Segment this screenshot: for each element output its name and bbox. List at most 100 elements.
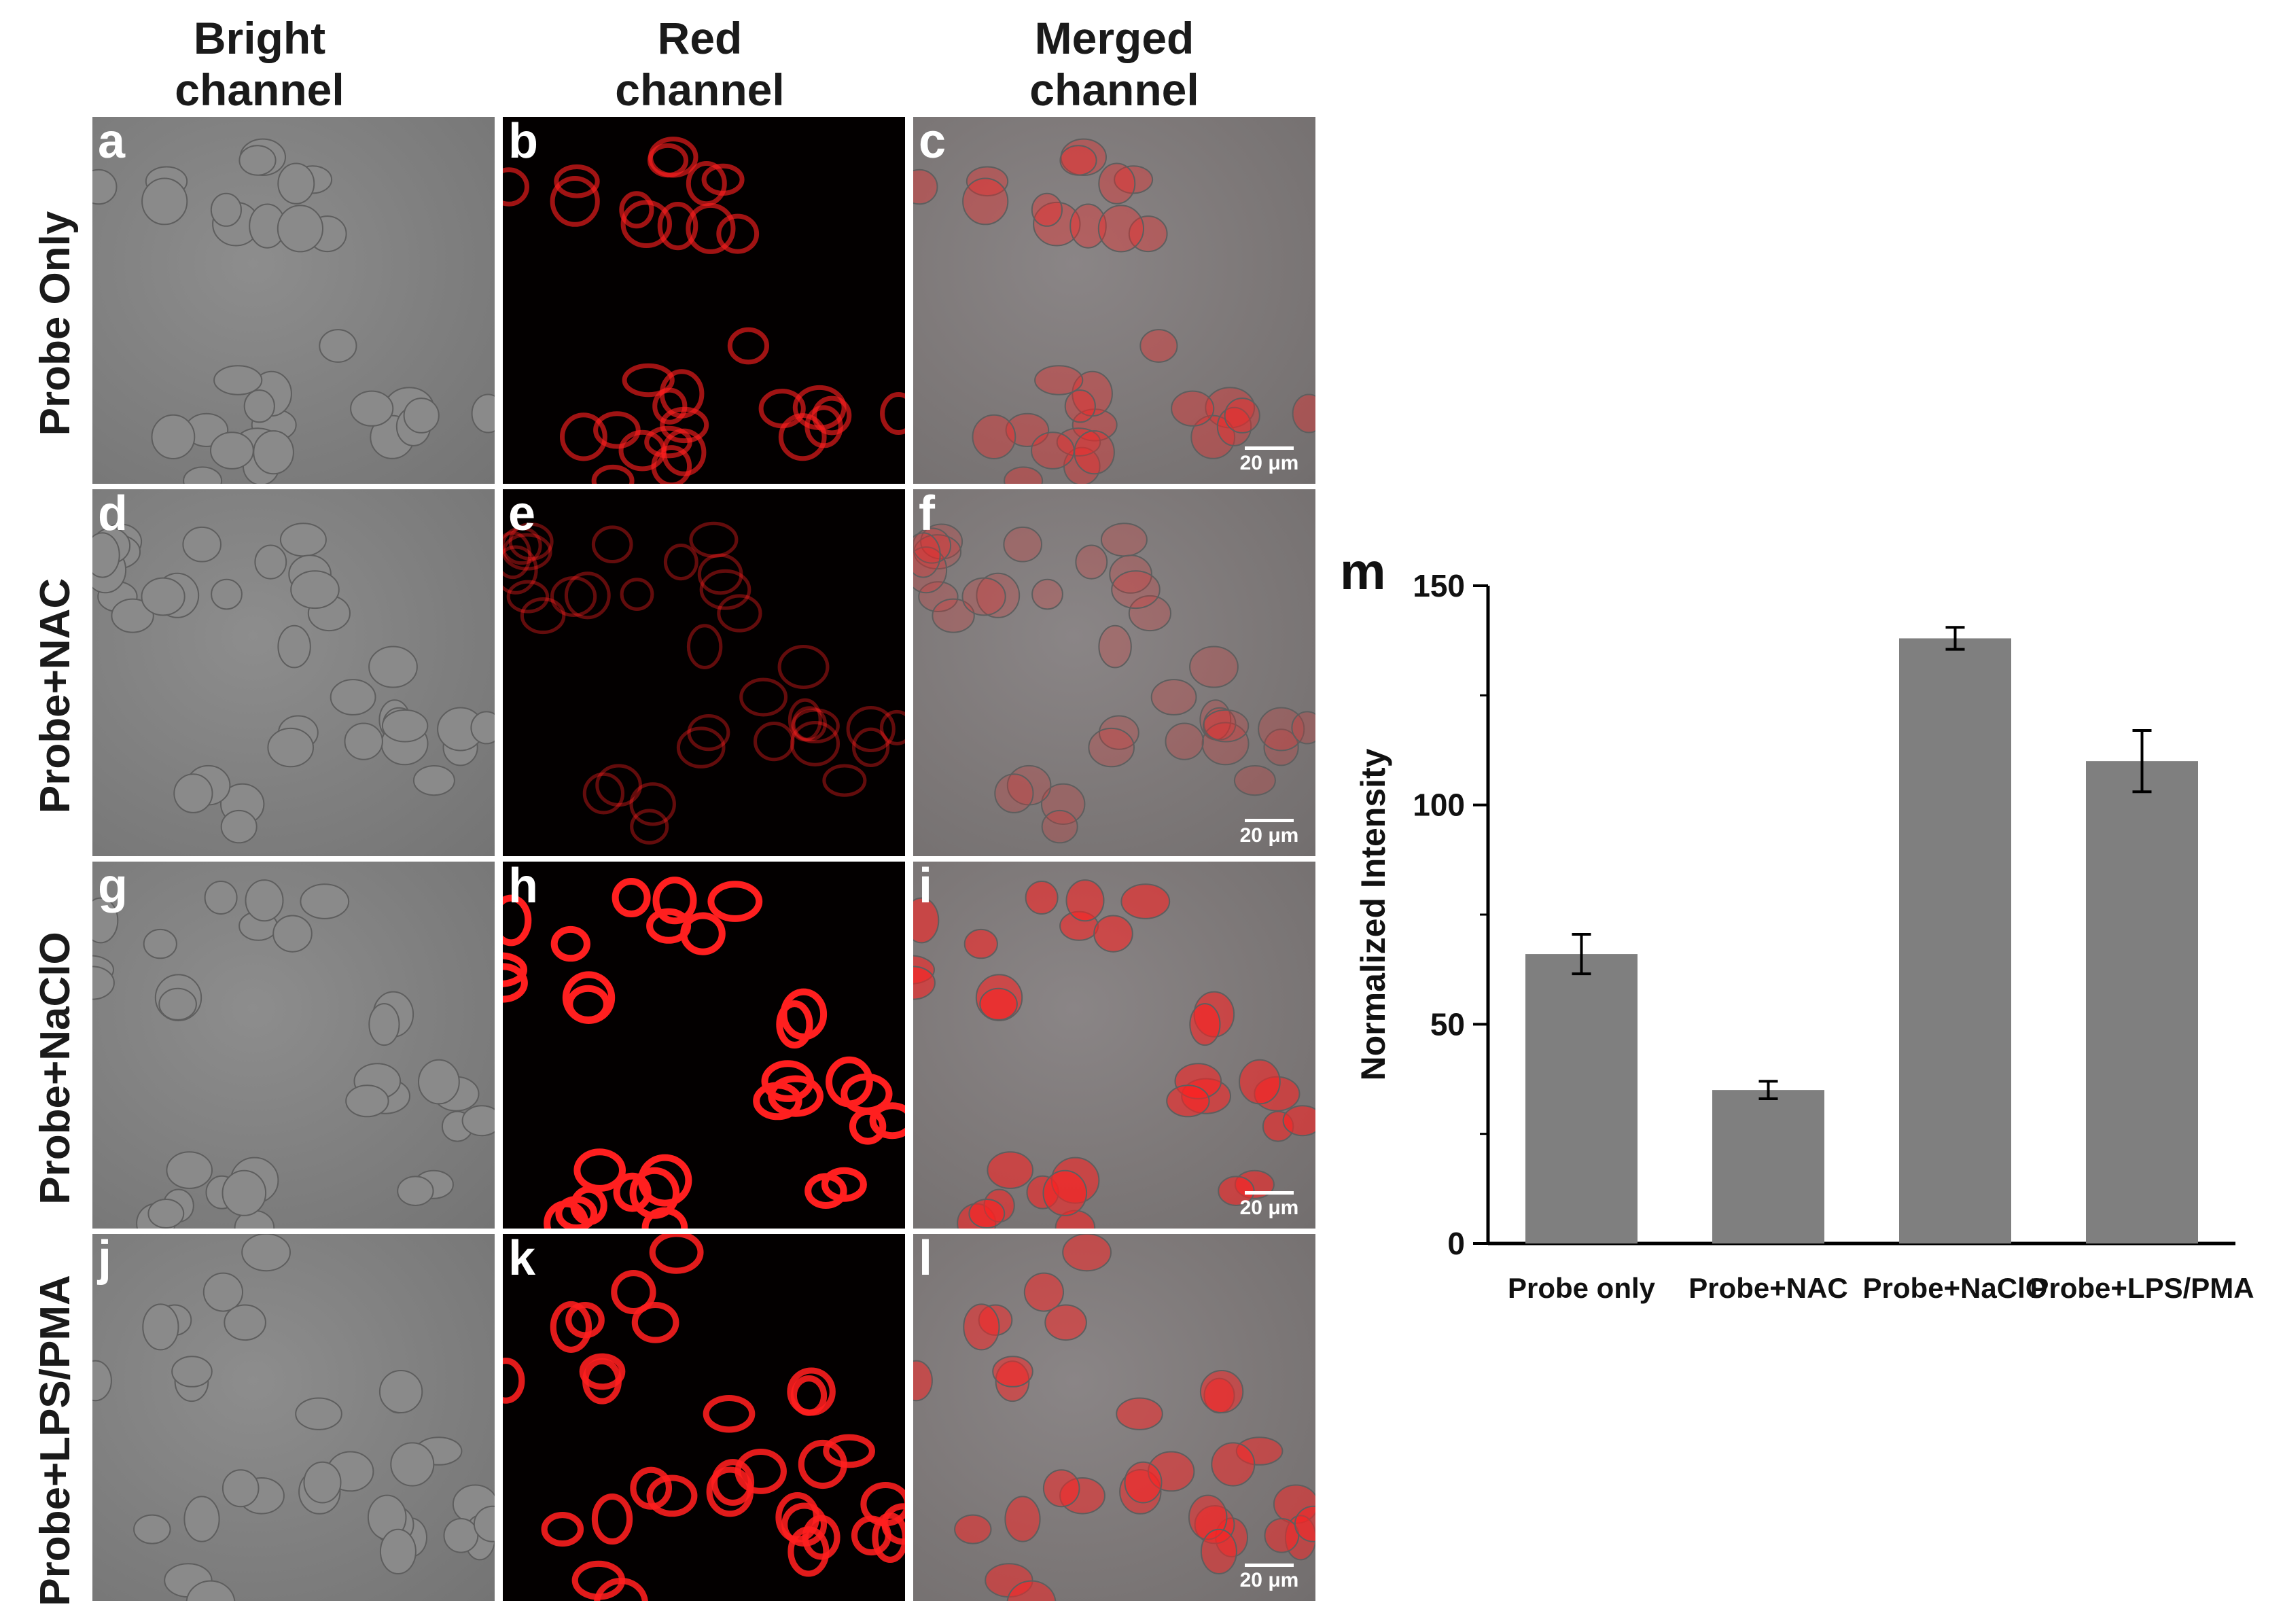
cell (381, 709, 429, 743)
cell (1004, 466, 1044, 484)
cell (620, 578, 654, 611)
cell (676, 726, 726, 769)
cell (618, 429, 667, 472)
cell (92, 897, 119, 944)
cell (182, 526, 222, 563)
cell (1189, 1003, 1221, 1046)
cell (1056, 427, 1101, 457)
cell-image (92, 879, 495, 1229)
cell (92, 532, 120, 578)
cell (962, 177, 1009, 226)
cell (711, 1459, 755, 1506)
cell (1031, 431, 1075, 470)
cell (913, 546, 948, 594)
cell (1202, 709, 1250, 743)
cell (1109, 554, 1152, 594)
cell (503, 894, 532, 947)
cell (1100, 523, 1148, 557)
cell (1059, 145, 1097, 176)
cell (972, 414, 1016, 459)
cell (390, 1442, 435, 1487)
cell (761, 1060, 815, 1102)
cell (92, 1360, 112, 1402)
cell (111, 598, 154, 633)
cell (881, 1503, 905, 1545)
y-tick-label: 0 (1447, 1226, 1465, 1261)
micrograph-red-probe-nac: e (503, 489, 905, 856)
cell (471, 393, 495, 434)
cell (1291, 711, 1315, 745)
cell (555, 1196, 598, 1229)
cell (913, 532, 941, 578)
cell-image (503, 137, 905, 484)
cell (503, 545, 538, 595)
cell (1201, 722, 1250, 766)
cell (520, 597, 566, 635)
cell (976, 572, 1021, 618)
cell (954, 1514, 992, 1544)
cell (202, 1272, 243, 1312)
cell (913, 169, 938, 205)
cell (968, 1199, 1006, 1229)
cell (224, 1304, 266, 1341)
cell (707, 881, 763, 922)
cell (1088, 727, 1135, 768)
column-header-bright: Bright channel (56, 12, 463, 116)
cell (503, 952, 527, 987)
x-tick-label: Probe+NAC (1688, 1272, 1848, 1304)
scale-bar: 20 μm (1235, 1564, 1303, 1591)
cell-image (913, 523, 1315, 844)
cell (1166, 1084, 1210, 1118)
cell (961, 577, 1006, 616)
cell (594, 1578, 648, 1601)
panel-letter-c: c (919, 117, 946, 169)
column-header-red: Red channel (496, 12, 904, 116)
cell (272, 915, 313, 953)
panel-letter-d: d (98, 489, 128, 541)
column-header-line2: channel (1029, 65, 1199, 115)
cell (300, 883, 350, 919)
cell (591, 525, 633, 564)
cell (798, 1439, 847, 1489)
cell (345, 1084, 389, 1118)
cell (1044, 1304, 1087, 1341)
cell (775, 1492, 820, 1542)
cell (183, 466, 223, 484)
cell (932, 598, 975, 633)
cell (652, 387, 688, 425)
cell (368, 1003, 400, 1046)
cell (849, 1108, 887, 1145)
cell (267, 727, 315, 768)
cell-image (503, 877, 905, 1229)
cell (560, 412, 607, 461)
cell (550, 925, 590, 962)
panel-letter-e: e (508, 489, 536, 541)
scale-bar-label: 20 μm (1239, 452, 1299, 474)
cell-image (913, 1234, 1315, 1601)
panel-letter-b: b (508, 117, 538, 169)
cell (697, 553, 743, 595)
cell (1294, 1505, 1315, 1542)
cell (1093, 915, 1133, 953)
cell (183, 1496, 220, 1542)
cell (1065, 879, 1105, 922)
cell (211, 578, 243, 610)
cell (1263, 728, 1299, 766)
cell (1150, 679, 1197, 716)
x-tick-label: Probe+LPS/PMA (2030, 1272, 2254, 1304)
cell (330, 679, 376, 716)
panel-letter-a: a (98, 117, 126, 169)
cell (913, 966, 936, 1000)
cell (812, 395, 852, 436)
cell (92, 966, 115, 1000)
cell-image (92, 138, 495, 484)
cell (647, 143, 689, 178)
cell (133, 1514, 171, 1544)
cell (243, 389, 275, 423)
cell (753, 721, 795, 762)
cell (378, 1370, 423, 1413)
cell (826, 1056, 873, 1108)
cell (554, 164, 600, 198)
column-header-line1: Merged (1034, 13, 1194, 63)
cell (913, 1360, 933, 1402)
